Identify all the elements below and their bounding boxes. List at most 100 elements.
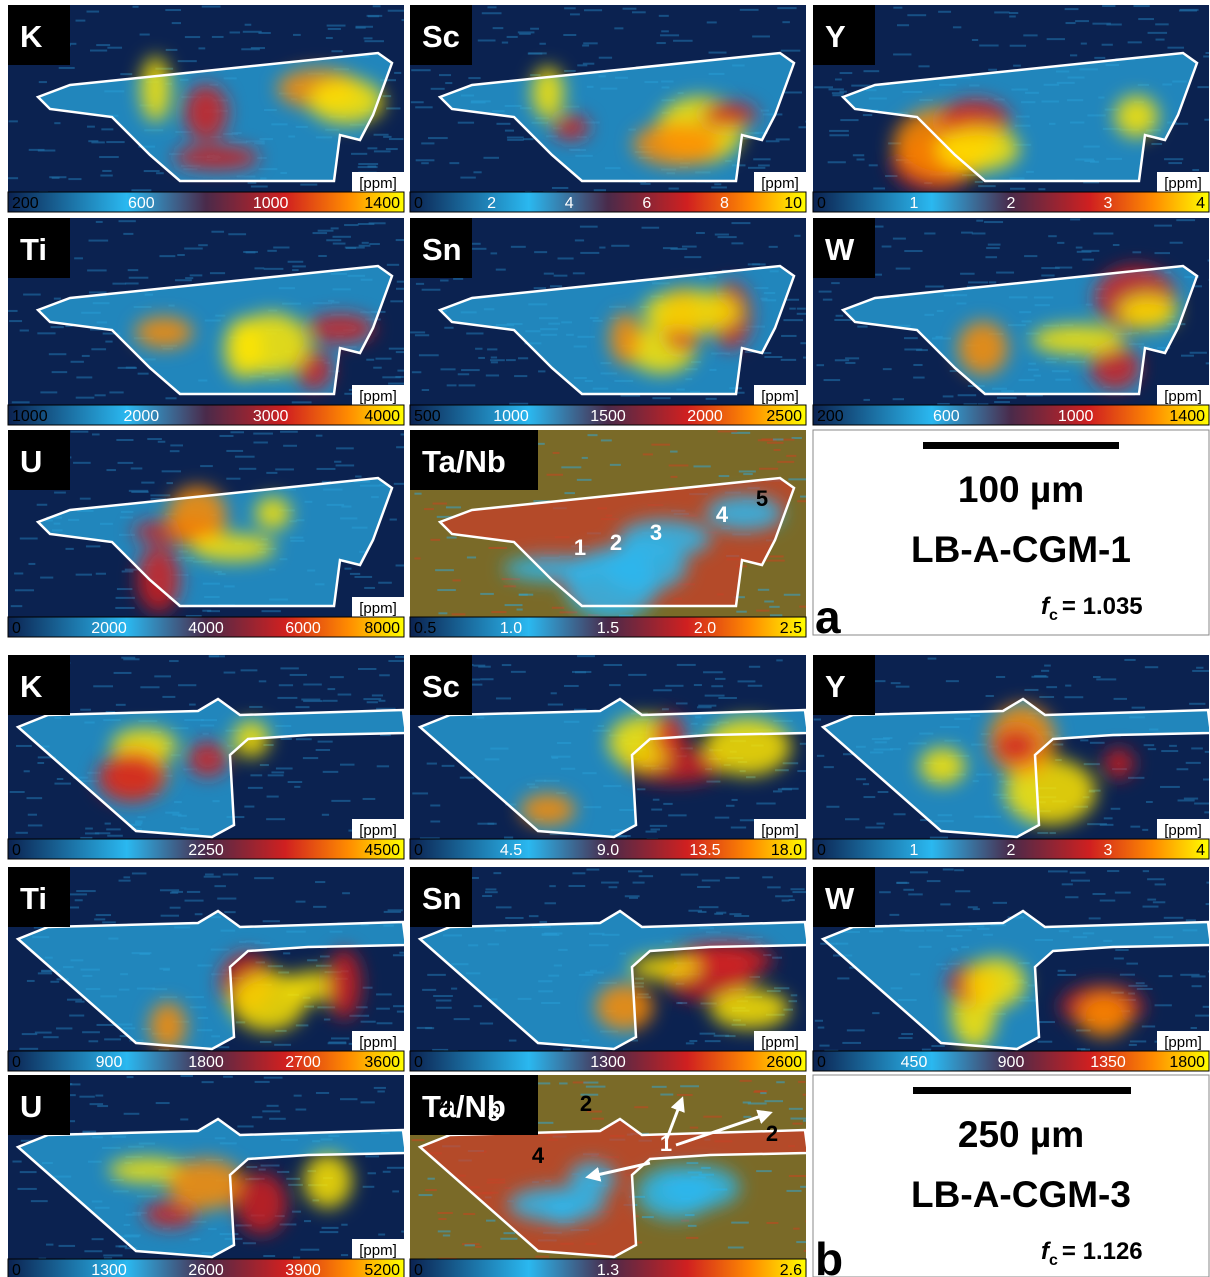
noise: [781, 334, 797, 337]
noise: [1130, 825, 1141, 828]
blobs: [531, 66, 758, 167]
colorbar-tick-label: 0: [817, 195, 826, 212]
noise: [344, 224, 359, 227]
noise: [711, 685, 724, 688]
noise: [480, 592, 494, 595]
noise: [80, 708, 91, 711]
noise: [611, 244, 630, 247]
noise: [1009, 12, 1019, 15]
noise: [65, 1083, 81, 1086]
noise: [697, 886, 711, 889]
noise: [834, 319, 852, 322]
noise: [369, 243, 380, 246]
noise: [94, 832, 111, 835]
colorbar-tick-label: 1000: [12, 408, 48, 425]
noise: [814, 1019, 824, 1022]
noise: [507, 138, 524, 141]
noise: [87, 269, 107, 272]
noise: [293, 33, 301, 36]
noise: [160, 914, 179, 917]
noise: [95, 1094, 104, 1097]
noise: [376, 707, 396, 710]
unit-label: [ppm]: [359, 1034, 397, 1051]
colorbar: [7, 1258, 405, 1277]
noise: [824, 1049, 839, 1051]
legend-border: [812, 1074, 1210, 1277]
noise: [776, 1081, 785, 1084]
noise: [75, 19, 86, 22]
colorbar: [409, 838, 807, 860]
noise: [757, 588, 770, 591]
element-label: Ti: [20, 881, 47, 916]
region-label: 2: [610, 530, 622, 555]
noise: [792, 891, 806, 894]
noise: [788, 1000, 798, 1003]
colorbar-tick-label: 500: [414, 408, 441, 425]
noise: [1126, 962, 1138, 965]
colorbar-tick-label: 4500: [364, 842, 400, 859]
noise: [501, 664, 512, 667]
noise: [266, 795, 279, 798]
noise: [490, 359, 505, 362]
noise: [784, 91, 802, 94]
noise: [40, 391, 58, 394]
noise: [387, 909, 403, 912]
colorbar-tick-label: 1.3: [597, 1262, 619, 1277]
colorbar-tick-label: 1000: [253, 195, 289, 212]
noise: [942, 395, 954, 398]
noise: [411, 69, 431, 72]
noise: [612, 835, 627, 838]
noise: [367, 165, 377, 168]
noise: [904, 250, 923, 253]
noise: [800, 1185, 806, 1188]
fc-value: = 1.035: [1062, 593, 1143, 620]
grain-outline: [15, 1117, 404, 1259]
noise: [506, 359, 516, 362]
grain-outline: [437, 51, 796, 183]
noise: [415, 282, 425, 285]
noise: [1026, 394, 1043, 397]
noise: [730, 826, 747, 829]
noise: [468, 77, 481, 80]
noise: [19, 1047, 39, 1050]
noise: [788, 899, 795, 902]
noise: [1161, 750, 1179, 753]
noise: [877, 790, 889, 793]
noise: [432, 502, 447, 505]
noise: [329, 676, 344, 679]
unit-label: [ppm]: [359, 600, 397, 617]
noise: [984, 221, 1004, 224]
noise: [628, 896, 639, 899]
noise: [335, 464, 355, 467]
noise: [185, 615, 202, 617]
noise: [563, 34, 577, 37]
noise: [418, 1194, 433, 1197]
noise: [938, 10, 952, 13]
noise: [752, 35, 770, 38]
noise: [500, 1237, 518, 1240]
noise: [634, 977, 644, 980]
scale-bar-label: 100 µm: [958, 469, 1084, 510]
noise: [746, 776, 756, 779]
noise: [258, 680, 267, 683]
noise: [295, 1024, 309, 1027]
noise: [734, 914, 750, 917]
noise: [533, 500, 550, 503]
grain-outline: [35, 51, 394, 183]
noise: [440, 279, 449, 282]
noise: [714, 816, 730, 819]
noise: [137, 372, 149, 375]
noise: [794, 234, 801, 237]
noise: [580, 1093, 599, 1096]
noise: [731, 798, 738, 801]
noise: [460, 176, 476, 179]
element-label: Y: [825, 19, 846, 54]
blob: [187, 741, 229, 777]
noise: [118, 879, 131, 882]
grain-outline: [840, 264, 1199, 396]
unit-label: [ppm]: [761, 175, 799, 192]
noise: [317, 740, 333, 743]
noise: [777, 7, 797, 10]
noise: [162, 695, 176, 698]
colorbar-tick-label: 0: [817, 1054, 826, 1071]
